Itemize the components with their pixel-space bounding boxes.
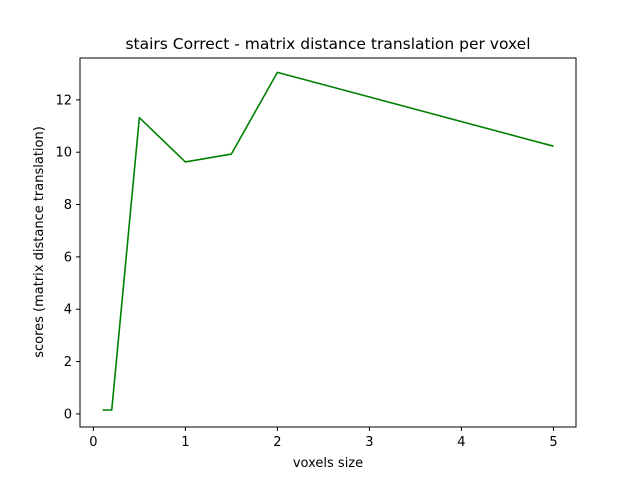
plot-area [102, 71, 554, 411]
chart-title: stairs Correct - matrix distance transla… [125, 35, 530, 53]
series-line [102, 71, 554, 411]
x-tick-label: 0 [89, 435, 97, 450]
x-tick-label: 2 [273, 435, 281, 450]
x-tick-label: 5 [549, 435, 557, 450]
x-axis-label: voxels size [293, 456, 363, 471]
y-axis: 0 2 4 6 8 10 12 [55, 93, 80, 422]
y-tick-label: 8 [64, 198, 72, 213]
y-tick-label: 6 [64, 250, 72, 265]
y-tick-label: 10 [55, 146, 72, 161]
y-tick-label: 12 [55, 93, 72, 108]
y-axis-label: scores (matrix distance translation) [32, 126, 47, 358]
x-axis: 0 1 2 3 4 5 [89, 427, 558, 450]
x-tick-label: 4 [457, 435, 465, 450]
y-tick-label: 0 [64, 407, 72, 422]
x-tick-label: 3 [365, 435, 373, 450]
plot-frame [79, 57, 577, 428]
y-tick-label: 2 [64, 355, 72, 370]
y-tick-label: 4 [64, 303, 72, 318]
x-tick-label: 1 [181, 435, 189, 450]
